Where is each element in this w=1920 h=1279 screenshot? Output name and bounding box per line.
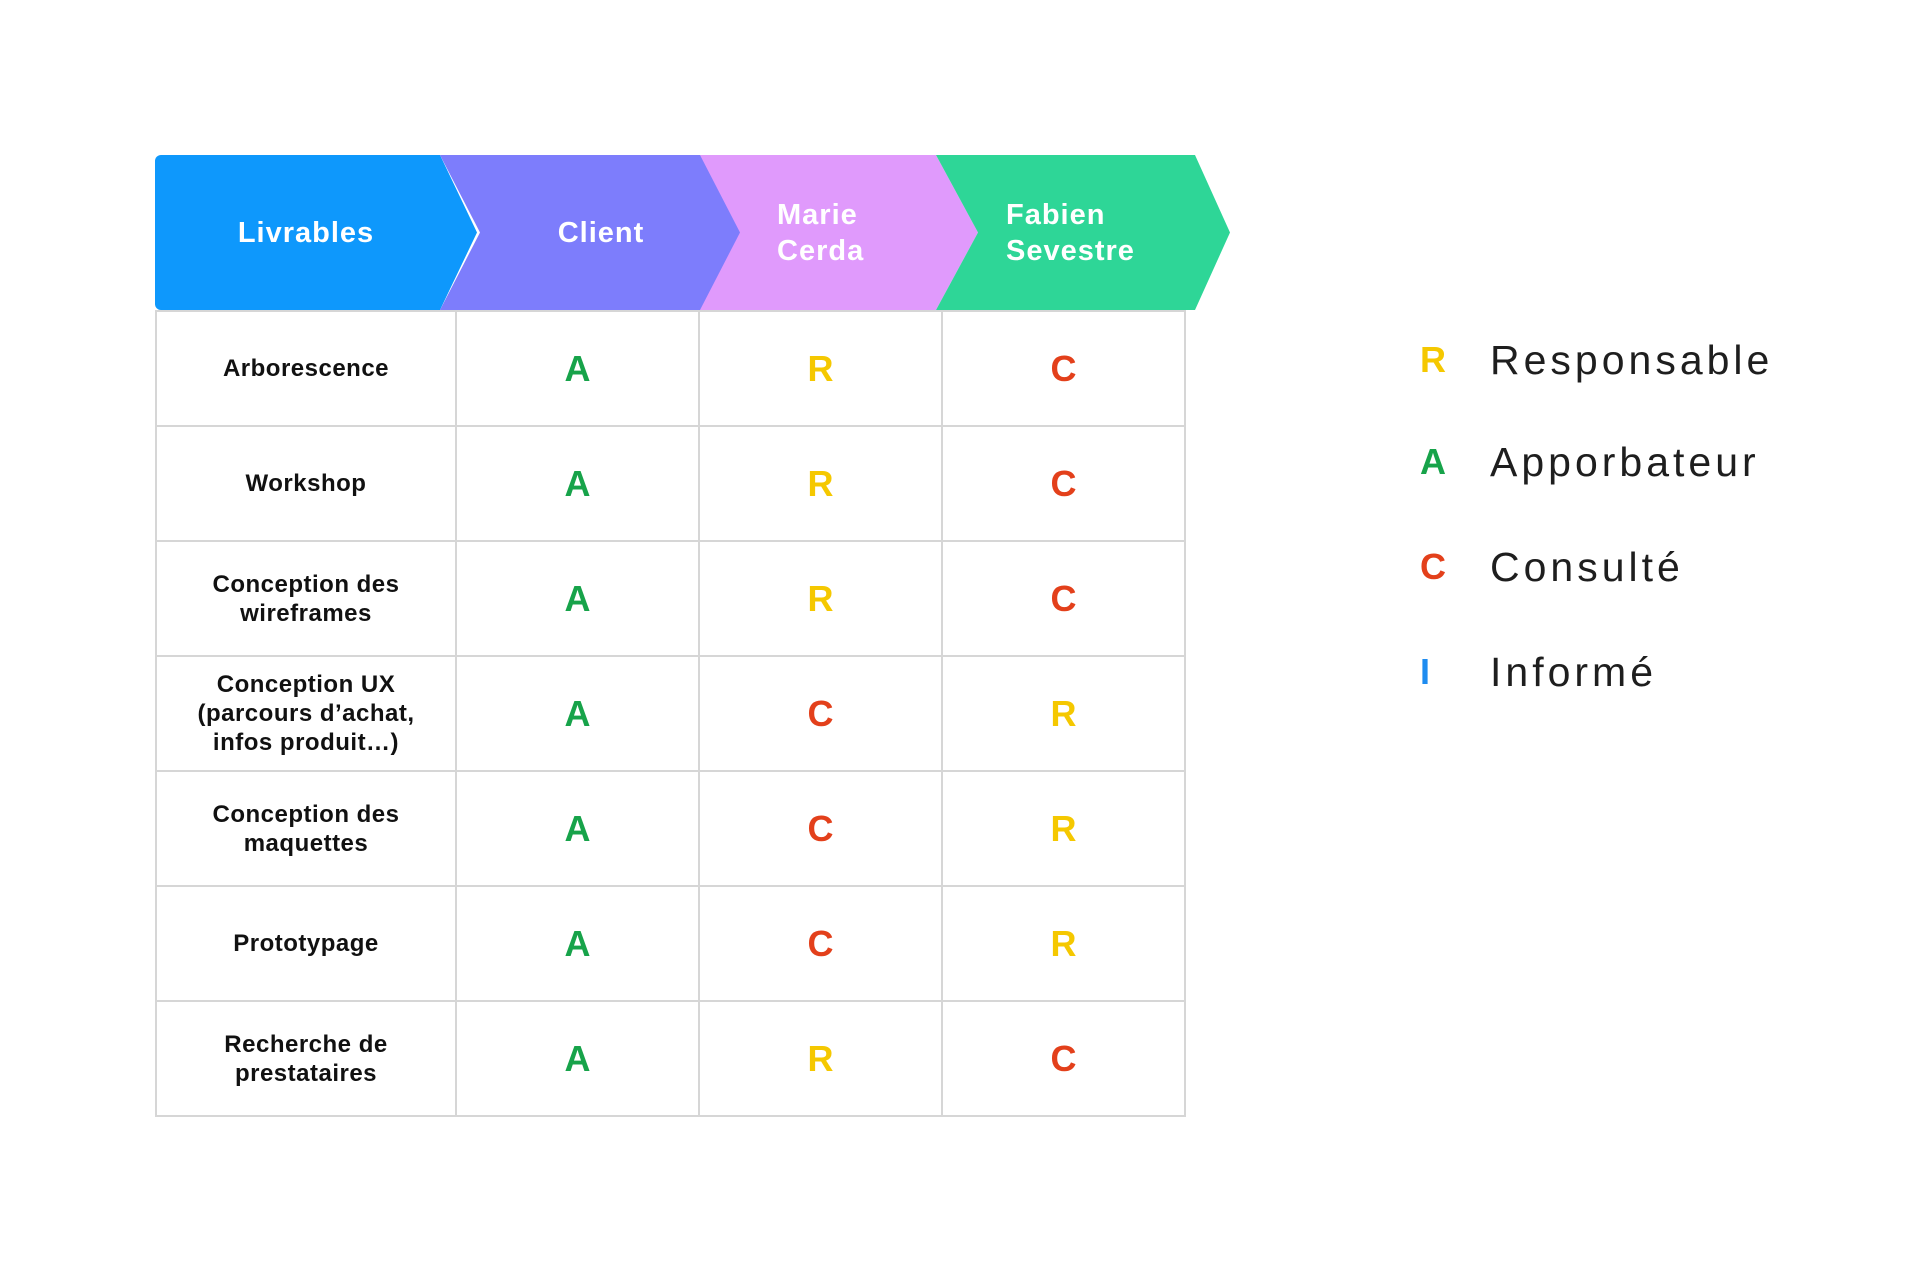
legend-letter-c: C (1420, 546, 1446, 587)
header-marie-cerda: Marie Cerda (700, 155, 978, 310)
role-cell-marie: C (698, 885, 943, 1002)
role-cell-client: A (455, 655, 700, 772)
role-cell-marie: C (698, 770, 943, 887)
deliverable-label-line: Workshop (245, 470, 367, 497)
deliverable-label-line: Arborescence (222, 355, 390, 382)
role-cell-fabien: C (941, 310, 1186, 427)
role-cell-fabien: R (941, 885, 1186, 1002)
header-fabien-first-name: Fabien (1006, 198, 1106, 231)
deliverable-label-line: Conception des (212, 570, 400, 598)
header-livrables: Livrables (155, 155, 477, 310)
role-cell-marie: R (698, 540, 943, 657)
raci-table: Arborescence A R C Workshop A R C Conception des… (155, 310, 1186, 1117)
deliverable-label-line: infos produit…) (212, 729, 400, 756)
legend-item-apporbateur: A Apporbateur (1420, 432, 1890, 492)
legend-item-responsable: R Responsable (1420, 330, 1890, 390)
header-marie-first-name: Marie (777, 198, 858, 231)
deliverable-cell: Conception des wireframes (155, 540, 457, 657)
header-marie-last-name: Cerda (777, 234, 865, 267)
deliverable-cell: Workshop (155, 425, 457, 542)
deliverable-cell: Recherche de prestataires (155, 1000, 457, 1117)
role-cell-marie: C (698, 655, 943, 772)
legend-label-apporbateur: Apporbateur (1490, 438, 1760, 485)
table-row: Arborescence A R C (155, 310, 1186, 427)
role-cell-client: A (455, 425, 700, 542)
role-cell-fabien: R (941, 655, 1186, 772)
header-client: Client (440, 155, 742, 310)
deliverable-label-line: Prototypage (233, 930, 379, 957)
legend-item-consulte: C Consulté (1420, 537, 1890, 597)
table-row: Conception des wireframes A R C (155, 540, 1186, 657)
table-row: Conception des maquettes A C R (155, 770, 1186, 887)
legend-label-informe: Informé (1490, 648, 1657, 695)
role-cell-fabien: C (941, 425, 1186, 542)
role-cell-client: A (455, 310, 700, 427)
role-cell-client: A (455, 540, 700, 657)
deliverable-label-line: (parcours d’achat, (197, 700, 415, 727)
deliverable-label-line: Conception des (212, 800, 400, 828)
raci-table-body: Arborescence A R C Workshop A R C Conception des… (155, 310, 1186, 1117)
header-fabien-sevestre: Fabien Sevestre (936, 155, 1230, 310)
legend-letter-a: A (1420, 441, 1446, 482)
role-cell-fabien: R (941, 770, 1186, 887)
header-client-label: Client (557, 216, 645, 249)
role-cell-client: A (455, 885, 700, 1002)
deliverable-label-line: prestataires (234, 1059, 378, 1087)
deliverable-cell: Conception des maquettes (155, 770, 457, 887)
deliverable-label-line: Recherche de (224, 1030, 388, 1058)
deliverable-cell: Conception UX (parcours d’achat, infos pro… (155, 655, 457, 772)
legend-label-consulte: Consulté (1490, 543, 1684, 590)
table-row: Recherche de prestataires A R C (155, 1000, 1186, 1117)
legend-letter-i: I (1420, 651, 1431, 692)
role-cell-marie: R (698, 1000, 943, 1117)
deliverable-cell: Prototypage (155, 885, 457, 1002)
deliverable-label-line: Conception UX (216, 671, 396, 698)
header-livrables-label: Livrables (237, 216, 375, 249)
table-row: Workshop A R C (155, 425, 1186, 542)
table-row: Conception UX (parcours d’achat, infos pro… (155, 655, 1186, 772)
raci-header: Livrables Client Marie Cerda Fabien Seve… (155, 155, 1230, 310)
deliverable-label-line: maquettes (243, 829, 369, 857)
legend-item-informe: I Informé (1420, 642, 1890, 702)
legend-letter-r: R (1420, 339, 1446, 380)
role-cell-client: A (455, 770, 700, 887)
table-row: Prototypage A C R (155, 885, 1186, 1002)
role-cell-client: A (455, 1000, 700, 1117)
deliverable-label-line: wireframes (240, 599, 372, 627)
header-fabien-last-name: Sevestre (1006, 234, 1135, 267)
role-cell-fabien: C (941, 1000, 1186, 1117)
legend-label-responsable: Responsable (1490, 336, 1774, 383)
role-cell-fabien: C (941, 540, 1186, 657)
role-cell-marie: R (698, 310, 943, 427)
deliverable-cell: Arborescence (155, 310, 457, 427)
role-cell-marie: R (698, 425, 943, 542)
